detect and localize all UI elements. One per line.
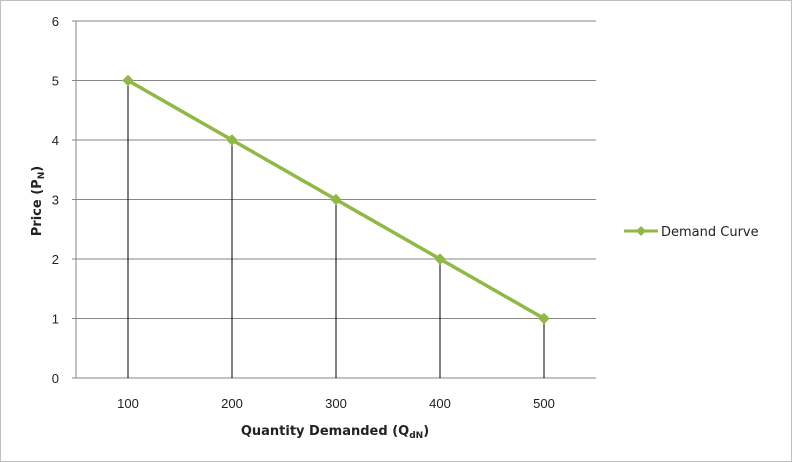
data-point-marker <box>330 193 342 206</box>
legend-marker-diamond <box>636 226 646 236</box>
y-tick-label: 1 <box>52 312 59 327</box>
legend: Demand Curve <box>624 225 759 240</box>
x-tick-label: 400 <box>429 396 451 411</box>
x-tick-label: 200 <box>221 396 243 411</box>
y-tick-label: 3 <box>52 193 59 208</box>
y-tick-label: 4 <box>52 133 59 148</box>
y-axis-title-main: Price (P <box>30 179 45 236</box>
legend-label: Demand Curve <box>661 225 759 240</box>
x-axis-title-main: Quantity Demanded (Q <box>241 424 409 439</box>
drop-lines <box>127 80 545 378</box>
data-point-marker <box>226 134 238 146</box>
gridlines <box>72 20 596 379</box>
y-tick-label: 2 <box>52 252 59 267</box>
y-axis-title: Price (PN) <box>30 166 47 236</box>
x-axis-title-subscript: dN <box>409 431 423 441</box>
data-point-marker <box>434 253 446 265</box>
x-axis-title: Quantity Demanded (QdN) <box>241 424 429 441</box>
y-tick-label: 0 <box>52 371 59 386</box>
y-tick-label: 6 <box>52 14 59 29</box>
y-tick-label: 5 <box>52 74 59 89</box>
x-tick-label: 300 <box>325 396 347 411</box>
series-layer <box>122 74 550 325</box>
x-tick-label: 500 <box>533 396 555 411</box>
x-tick-label: 100 <box>117 396 139 411</box>
y-axis-title-subscript: N <box>37 172 47 180</box>
y-axis-title-close: ) <box>30 166 45 172</box>
data-point-marker <box>122 74 134 87</box>
x-tick-labels: 100 200 300 400 500 <box>117 396 555 411</box>
data-point-marker <box>538 312 550 325</box>
y-tick-labels: 0 1 2 3 4 5 6 <box>52 14 59 386</box>
x-axis-title-close: ) <box>423 424 429 439</box>
